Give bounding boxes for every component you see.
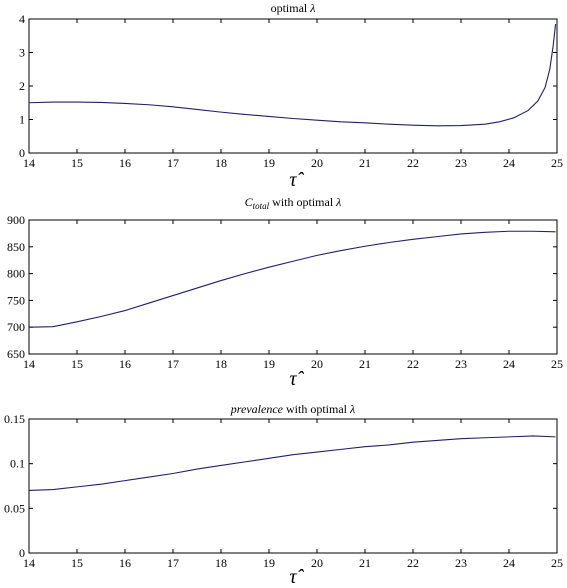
chart-panel-3: prevalence with optimal λ 14 15 16 17 18 19 20 2… [4,402,563,588]
x-tick-label: 23 [455,357,467,371]
title-text: with optimal [283,402,350,416]
x-tick-label: 24 [503,556,515,570]
y-tick-label: 0.05 [4,501,25,515]
chart-panel-2: Ctotal with optimal λ 14 15 16 17 18 19 20 21 22 2… [7,195,563,390]
x-tick-label: 18 [215,156,227,170]
x-tick-label: 23 [455,156,467,170]
y-tick-label: 0.15 [4,412,25,426]
title-lambda: λ [335,195,341,209]
title-lambda: λ [349,402,355,416]
y-tick-label: 700 [7,320,25,334]
y-tick-label: 0 [19,146,25,160]
x-tick-label: 15 [71,556,83,570]
title-subscript: total [253,201,270,211]
x-tick-label: 22 [407,156,419,170]
x-tick-label: 25 [551,556,563,570]
y-tick-label: 0 [19,546,25,560]
series-line-1 [28,23,557,127]
y-tick-label: 0.1 [10,457,25,471]
x-axis-label: τ̂ [289,169,304,191]
x-tick-label: 19 [263,357,275,371]
chart-title: optimal λ [271,1,316,15]
x-tick-label: 17 [167,357,179,371]
title-lead: C [245,195,254,209]
x-tick-label: 16 [119,357,131,371]
y-tick-label: 800 [7,267,25,281]
x-tick-label: 22 [407,556,419,570]
x-tick-label: 15 [71,156,83,170]
x-tick-label: 20 [311,156,323,170]
title-text: with optimal [269,195,336,209]
x-tick-label: 14 [23,156,35,170]
chart-title: Ctotal with optimal λ [245,195,342,211]
x-tick-label: 19 [263,156,275,170]
x-tick-label: 24 [503,357,515,371]
series-line-1 [28,230,556,328]
y-tick-label: 750 [7,293,25,307]
plot-area [28,18,558,154]
y-tick-label: 3 [19,46,25,60]
series-line-1 [28,435,556,492]
x-tick-label: 21 [359,156,371,170]
x-tick-label: 20 [311,357,323,371]
x-tick-label: 24 [503,156,515,170]
x-tick-label: 21 [359,556,371,570]
x-tick-label: 25 [551,156,563,170]
y-tick-label: 2 [19,79,25,93]
title-text: optimal [271,1,311,15]
x-tick-label: 17 [167,156,179,170]
x-tick-label: 18 [215,357,227,371]
y-tick-label: 1 [19,113,25,127]
x-tick-label: 22 [407,357,419,371]
x-tick-label: 16 [119,156,131,170]
x-tick-label: 14 [23,357,35,371]
title-lambda: λ [309,1,315,15]
x-tick-label: 18 [215,556,227,570]
x-tick-label: 17 [167,556,179,570]
y-tick-label: 650 [7,347,25,361]
y-tick-label: 900 [7,213,25,227]
y-tick-label: 850 [7,240,25,254]
title-lead: prevalence [230,402,284,416]
x-axis-label: τ̂ [289,368,304,390]
x-axis-label: τ̂ [289,566,304,588]
x-tick-label: 23 [455,556,467,570]
plot-area [28,418,558,554]
y-tick-label: 4 [19,12,25,26]
x-tick-label: 14 [23,556,35,570]
plot-area [28,219,558,355]
x-tick-label: 21 [359,357,371,371]
x-tick-label: 19 [263,556,275,570]
x-tick-label: 15 [71,357,83,371]
x-tick-label: 16 [119,556,131,570]
chart-title: prevalence with optimal λ [230,402,355,416]
x-tick-label: 20 [311,556,323,570]
x-tick-label: 25 [551,357,563,371]
